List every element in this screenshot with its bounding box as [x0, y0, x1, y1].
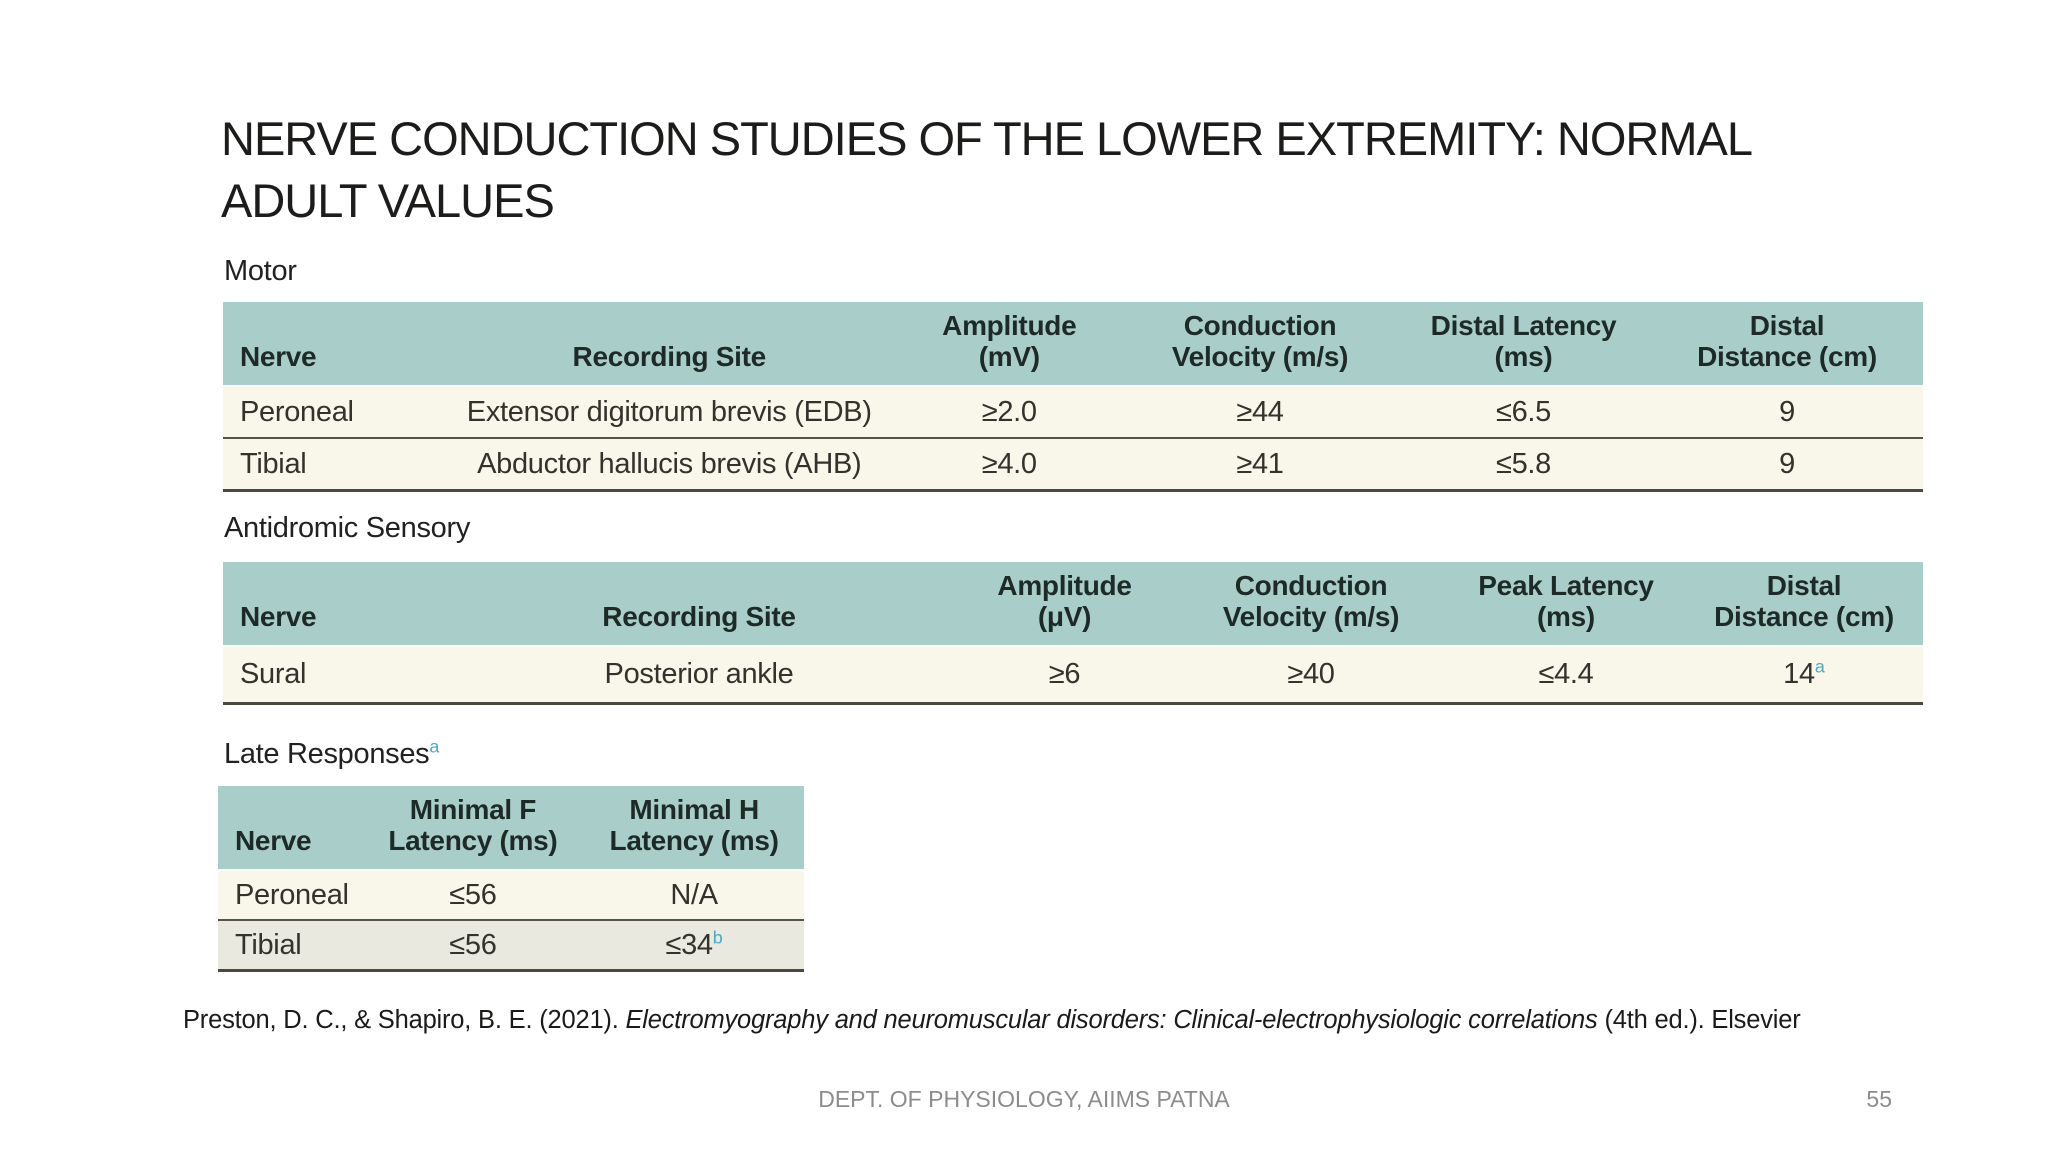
section-label-antidromic-sensory: Antidromic Sensory	[224, 512, 471, 544]
section-label-motor: Motor	[224, 255, 297, 287]
late-header-row: Nerve Minimal F Latency (ms) Minimal H L…	[218, 786, 804, 870]
cell-peak-latency: ≤4.4	[1447, 645, 1685, 705]
cell-distal-distance: 9	[1651, 437, 1923, 492]
cell-amplitude: ≥4.0	[894, 437, 1124, 492]
cell-minimal-h-latency: ≤34b	[584, 919, 804, 972]
footnote-marker-a: a	[429, 736, 440, 757]
cell-conduction-velocity: ≥40	[1175, 645, 1447, 705]
cell-minimal-f-latency: ≤56	[361, 919, 585, 972]
footnote-marker-a: a	[1814, 656, 1825, 677]
footer-department: DEPT. OF PHYSIOLOGY, AIIMS PATNA	[818, 1086, 1230, 1112]
cell-recording-site: Abductor hallucis brevis (AHB)	[444, 437, 895, 492]
antidromic-sensory-table: Nerve Recording Site Amplitude (μV) Cond…	[223, 562, 1923, 705]
cell-value: 14	[1783, 658, 1815, 690]
table-row: Tibial ≤56 ≤34b	[218, 919, 804, 972]
cell-nerve: Tibial	[218, 919, 362, 972]
late-col-header-minimal-f-latency: Minimal F Latency (ms)	[361, 786, 585, 870]
page-number: 55	[1866, 1086, 1892, 1112]
table-row: Peroneal Extensor digitorum brevis (EDB)…	[223, 385, 1923, 438]
sensory-col-header-conduction-velocity: Conduction Velocity (m/s)	[1175, 562, 1447, 646]
cell-nerve: Tibial	[223, 437, 444, 492]
late-col-header-minimal-h-latency: Minimal H Latency (ms)	[584, 786, 804, 870]
motor-col-header-distal-distance: Distal Distance (cm)	[1651, 302, 1923, 386]
late-col-header-nerve: Nerve	[218, 786, 362, 870]
cell-amplitude: ≥2.0	[894, 385, 1124, 438]
citation-book-title: Electromyography and neuromuscular disor…	[625, 1006, 1598, 1034]
cell-nerve: Peroneal	[218, 869, 362, 920]
motor-col-header-amplitude: Amplitude (mV)	[894, 302, 1124, 386]
cell-minimal-h-latency: N/A	[584, 869, 804, 920]
cell-minimal-f-latency: ≤56	[361, 869, 585, 920]
cell-distal-latency: ≤5.8	[1396, 437, 1651, 492]
cell-nerve: Peroneal	[223, 385, 444, 438]
motor-col-header-recording-site: Recording Site	[444, 302, 895, 386]
motor-table: Nerve Recording Site Amplitude (mV) Cond…	[223, 302, 1923, 492]
table-row: Peroneal ≤56 N/A	[218, 869, 804, 920]
page-title: NERVE CONDUCTION STUDIES OF THE LOWER EX…	[221, 112, 1753, 227]
sensory-header-row: Nerve Recording Site Amplitude (μV) Cond…	[223, 562, 1923, 646]
citation-authors: Preston, D. C., & Shapiro, B. E. (2021).	[183, 1006, 626, 1034]
citation-edition: (4th ed.). Elsevier	[1597, 1006, 1801, 1034]
table-row: Sural Posterior ankle ≥6 ≥40 ≤4.4 14a	[223, 645, 1923, 705]
cell-recording-site: Posterior ankle	[444, 645, 954, 705]
cell-distal-distance: 14a	[1685, 645, 1923, 705]
cell-distal-latency: ≤6.5	[1396, 385, 1651, 438]
cell-value: ≤34	[665, 928, 713, 961]
sensory-col-header-peak-latency: Peak Latency (ms)	[1447, 562, 1685, 646]
motor-col-header-distal-latency: Distal Latency (ms)	[1396, 302, 1651, 386]
cell-distal-distance: 9	[1651, 385, 1923, 438]
cell-conduction-velocity: ≥44	[1124, 385, 1396, 438]
section-label-text: Late Responses	[224, 738, 430, 770]
motor-col-header-conduction-velocity: Conduction Velocity (m/s)	[1124, 302, 1396, 386]
footnote-marker-b: b	[712, 926, 723, 947]
cell-recording-site: Extensor digitorum brevis (EDB)	[444, 385, 895, 438]
motor-header-row: Nerve Recording Site Amplitude (mV) Cond…	[223, 302, 1923, 386]
late-responses-table: Nerve Minimal F Latency (ms) Minimal H L…	[218, 786, 804, 972]
cell-conduction-velocity: ≥41	[1124, 437, 1396, 492]
motor-col-header-nerve: Nerve	[223, 302, 444, 386]
sensory-col-header-distal-distance: Distal Distance (cm)	[1685, 562, 1923, 646]
sensory-col-header-nerve: Nerve	[223, 562, 444, 646]
cell-nerve: Sural	[223, 645, 444, 705]
table-row: Tibial Abductor hallucis brevis (AHB) ≥4…	[223, 437, 1923, 492]
citation: Preston, D. C., & Shapiro, B. E. (2021).…	[183, 1006, 1943, 1035]
sensory-col-header-amplitude: Amplitude (μV)	[954, 562, 1175, 646]
sensory-col-header-recording-site: Recording Site	[444, 562, 954, 646]
section-label-late-responses: Late Responsesa	[224, 736, 440, 771]
cell-amplitude: ≥6	[954, 645, 1175, 705]
